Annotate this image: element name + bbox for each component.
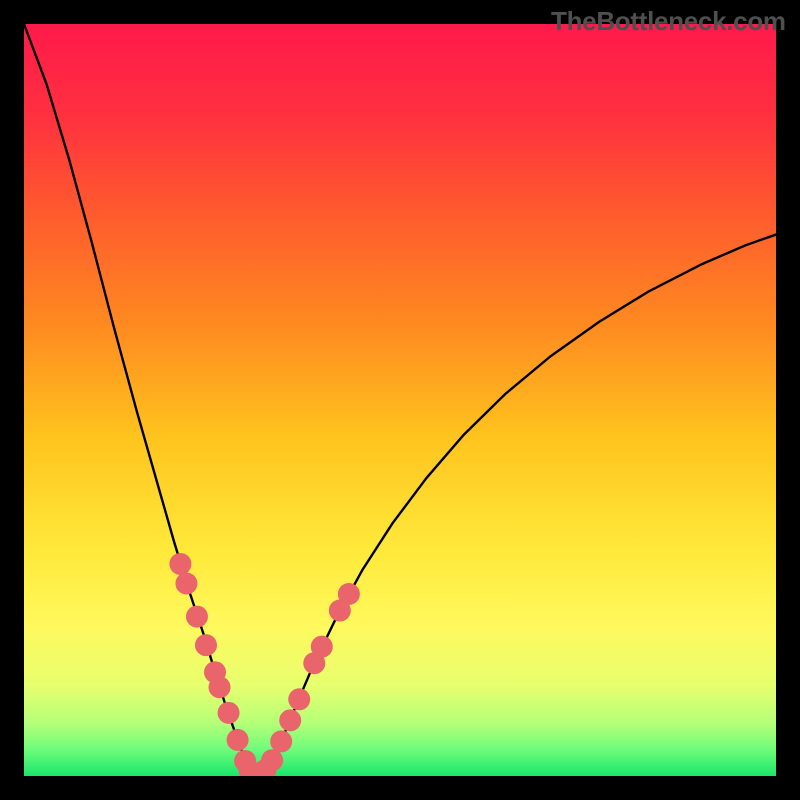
watermark-text: TheBottleneck.com [551, 6, 786, 37]
curve-marker [195, 634, 217, 656]
curve-marker [169, 553, 191, 575]
gradient-background [24, 24, 776, 776]
curve-marker [338, 583, 360, 605]
curve-marker [186, 606, 208, 628]
chart-frame [24, 24, 776, 776]
curve-marker [175, 572, 197, 594]
curve-marker [279, 709, 301, 731]
curve-marker [288, 688, 310, 710]
curve-marker [209, 676, 231, 698]
curve-marker [227, 729, 249, 751]
plot-area [24, 24, 776, 776]
curve-marker [218, 702, 240, 724]
curve-marker [311, 636, 333, 658]
curve-marker [261, 749, 283, 771]
curve-marker [270, 730, 292, 752]
chart-svg [24, 24, 776, 776]
